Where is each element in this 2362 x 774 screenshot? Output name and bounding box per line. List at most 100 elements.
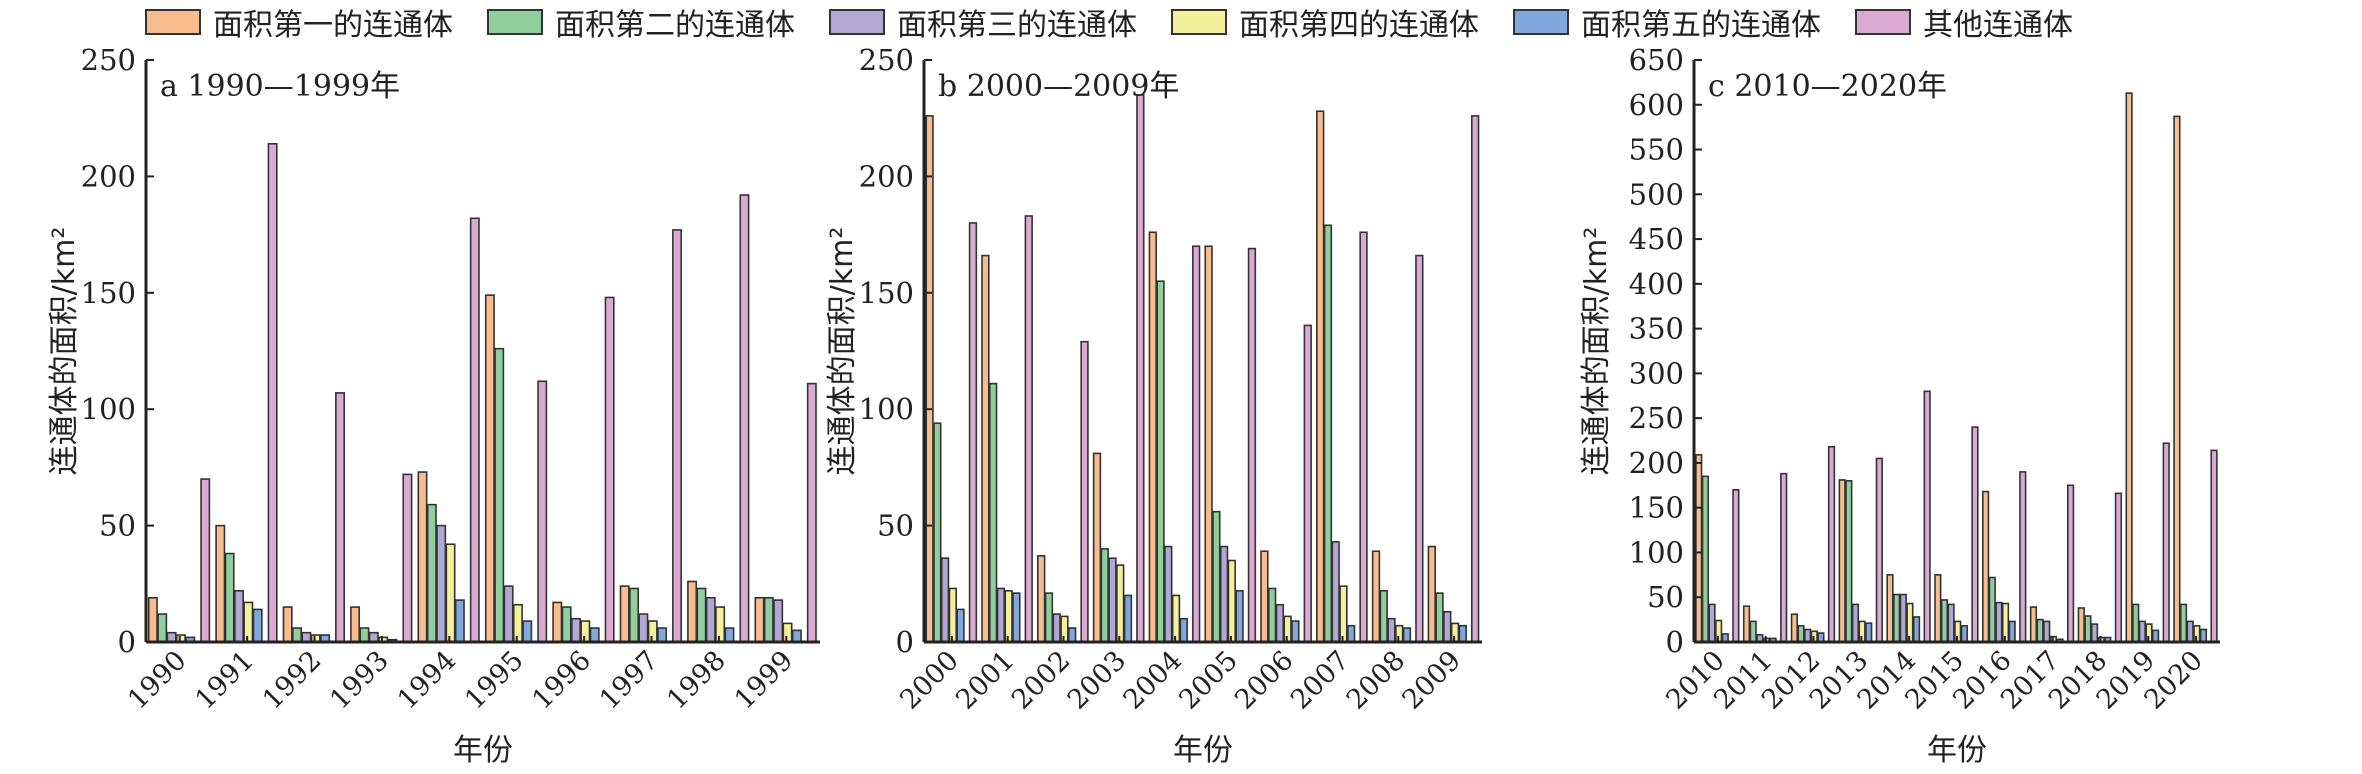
bar — [1458, 624, 1467, 643]
bar — [1804, 628, 1812, 643]
bar — [1940, 599, 1949, 643]
x-tick-label: 1991 — [190, 645, 261, 716]
bar — [1316, 110, 1325, 643]
y-tick-label: 250 — [1629, 401, 1684, 435]
bar — [1960, 625, 1968, 643]
bar — [2152, 629, 2160, 643]
bar — [1695, 454, 1703, 643]
bar — [1865, 622, 1873, 643]
bar — [968, 222, 978, 643]
bar — [512, 603, 523, 643]
bar — [1148, 231, 1157, 643]
bar — [940, 557, 950, 643]
y-tick-label: 100 — [81, 392, 136, 426]
legend-label: 面积第四的连通体 — [1239, 8, 1479, 43]
bar — [469, 217, 480, 643]
bar — [1267, 587, 1277, 643]
y-tick-label: 250 — [81, 43, 136, 77]
bar — [629, 587, 639, 643]
y-tick-label: 100 — [1629, 535, 1684, 569]
bar — [1947, 603, 1955, 643]
bar — [2029, 606, 2038, 643]
bar — [672, 229, 682, 643]
bar — [806, 382, 817, 643]
bar — [522, 620, 533, 643]
bar — [1331, 541, 1340, 643]
bar — [988, 382, 998, 643]
y-tick-label: 100 — [859, 392, 914, 426]
bar — [1838, 479, 1846, 643]
y-axis-label: 连通体的面积/km² — [1579, 227, 1614, 476]
bar — [1912, 616, 1921, 643]
bar — [1204, 245, 1213, 643]
bar — [1171, 594, 1181, 643]
bar — [1323, 224, 1333, 643]
bar — [1247, 247, 1257, 643]
y-tick-label: 250 — [859, 43, 914, 77]
bar — [224, 552, 235, 643]
legend-item: 其他连通体 — [1855, 0, 2073, 44]
y-tick-label: 50 — [877, 509, 914, 543]
bar — [2066, 484, 2075, 643]
bar — [1470, 115, 1480, 643]
bar — [1100, 548, 1109, 643]
bar — [1227, 559, 1236, 643]
y-tick-label: 50 — [1647, 580, 1684, 614]
bar — [1899, 593, 1907, 643]
bar — [402, 473, 413, 643]
bar — [1379, 589, 1388, 643]
legend-label: 面积第一的连通体 — [213, 8, 453, 43]
bar — [243, 601, 254, 643]
bar — [537, 380, 548, 643]
bar — [157, 613, 168, 643]
bar — [1790, 613, 1798, 643]
legend-item: 面积第二的连通体 — [487, 0, 795, 44]
bar — [215, 524, 226, 643]
panel-title: a 1990—1999年 — [160, 69, 400, 104]
bar — [696, 587, 707, 643]
bar — [1219, 545, 1229, 643]
bar — [1371, 550, 1381, 643]
bar — [687, 580, 698, 643]
bar — [1156, 280, 1165, 643]
bar — [782, 622, 793, 643]
bar — [1923, 390, 1931, 643]
bar — [619, 585, 630, 643]
bar — [1080, 340, 1089, 643]
bar — [724, 627, 735, 643]
bar — [436, 524, 447, 643]
bar — [1116, 564, 1125, 643]
bar — [604, 296, 615, 643]
y-tick-label: 550 — [1629, 133, 1684, 167]
x-tick-label: 2003 — [1062, 645, 1133, 716]
bar — [1191, 245, 1201, 643]
y-tick-label: 200 — [859, 159, 914, 193]
bar — [981, 254, 990, 643]
bar — [638, 613, 649, 643]
bar — [282, 606, 293, 643]
bar — [2125, 92, 2133, 643]
x-tick-label: 2007 — [1285, 645, 1356, 716]
bar — [335, 392, 345, 643]
y-tick-label: 150 — [1629, 491, 1684, 525]
x-tick-label: 2001 — [950, 645, 1021, 716]
bar — [1797, 625, 1805, 643]
bar — [1708, 603, 1716, 643]
bar — [1212, 510, 1221, 643]
x-tick-label: 1995 — [459, 645, 530, 716]
bar — [996, 587, 1006, 643]
bar — [1893, 593, 1901, 643]
bar — [561, 606, 572, 643]
bar — [454, 599, 465, 643]
bar — [933, 422, 942, 643]
bar — [2186, 620, 2194, 643]
x-tick-label: 1992 — [257, 645, 328, 716]
bar — [1427, 545, 1436, 643]
bar — [503, 585, 514, 643]
x-tick-label: 1996 — [527, 645, 598, 716]
legend: 面积第一的连通体 面积第二的连通体 面积第三的连通体 面积第四的连通体 面积第五的连通体… — [145, 0, 2107, 44]
bar — [754, 596, 765, 643]
bar — [1934, 574, 1942, 643]
bar — [445, 543, 456, 643]
bar — [1359, 231, 1368, 643]
